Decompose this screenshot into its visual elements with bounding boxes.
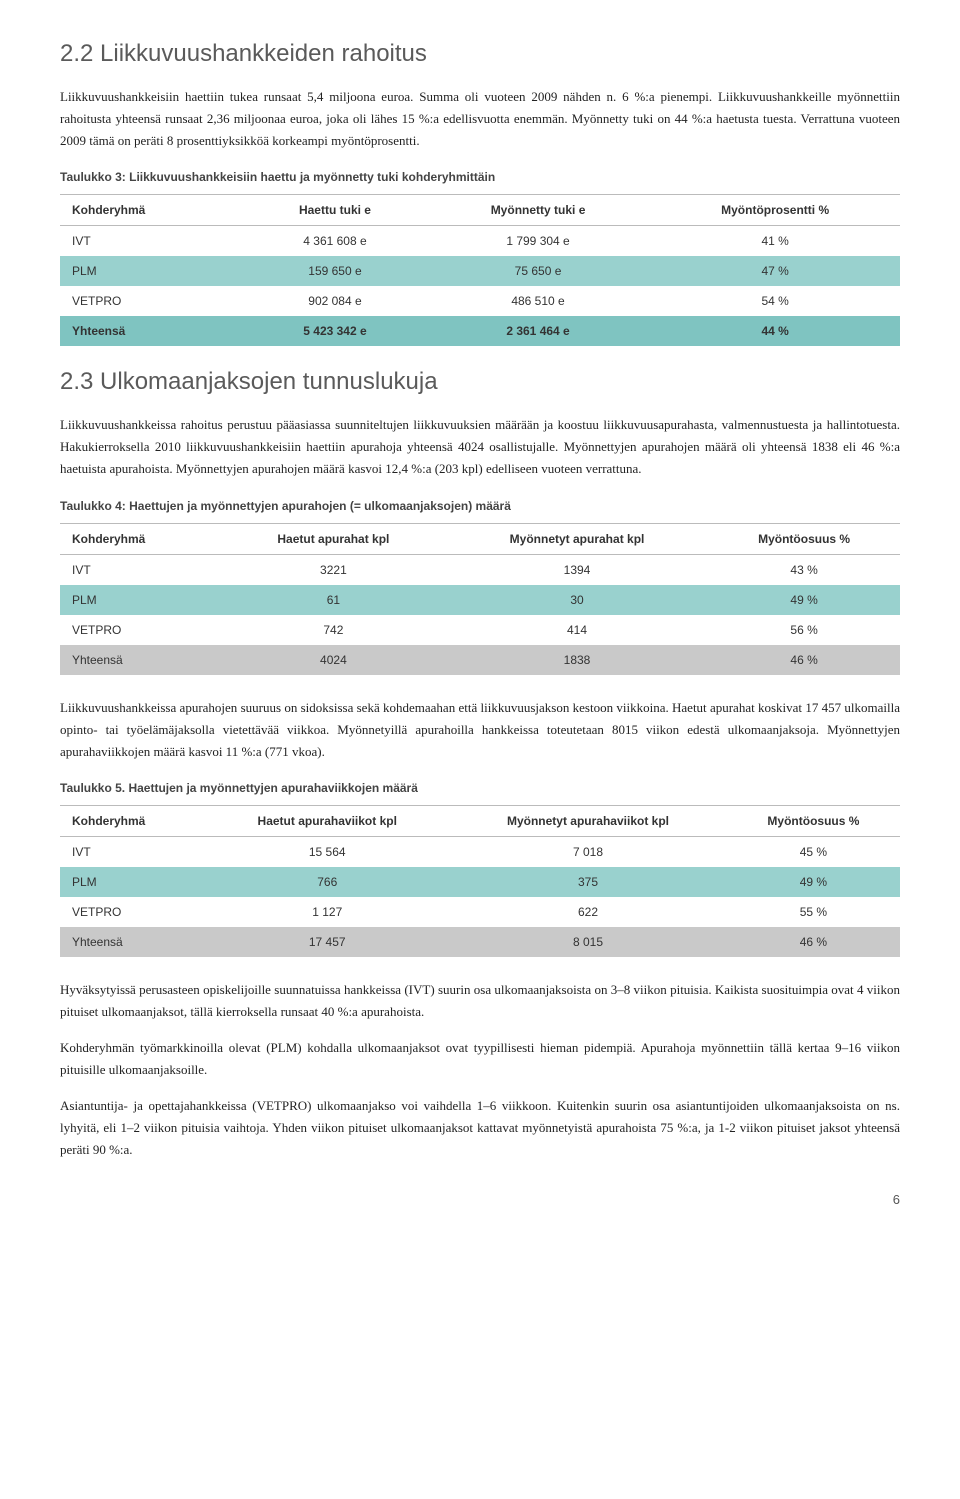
bottom-p3: Asiantuntija- ja opettajahankkeissa (VET… [60, 1095, 900, 1161]
table-cell: 30 [446, 585, 708, 615]
table3: Kohderyhmä Haettu tuki e Myönnetty tuki … [60, 194, 900, 346]
table-row: Yhteensä17 4578 01546 % [60, 927, 900, 957]
table4-h2: Myönnetyt apurahat kpl [446, 523, 708, 554]
page-number: 6 [60, 1192, 900, 1207]
table-cell: 5 423 342 e [244, 316, 426, 346]
table-cell: Yhteensä [60, 645, 221, 675]
table-row: PLM613049 % [60, 585, 900, 615]
table-row: IVT4 361 608 e1 799 304 e41 % [60, 226, 900, 257]
table-cell: 46 % [727, 927, 900, 957]
table-cell: IVT [60, 554, 221, 585]
table-cell: 622 [449, 897, 727, 927]
table-cell: 1 127 [205, 897, 449, 927]
table4-h1: Haetut apurahat kpl [221, 523, 446, 554]
table-cell: 44 % [650, 316, 900, 346]
table-cell: 2 361 464 e [426, 316, 651, 346]
table-cell: 4 361 608 e [244, 226, 426, 257]
table-cell: 4024 [221, 645, 446, 675]
table-cell: PLM [60, 585, 221, 615]
section-heading-2-3: 2.3 Ulkomaanjaksojen tunnuslukuja [60, 368, 900, 396]
table4-caption: Taulukko 4: Haettujen ja myönnettyjen ap… [60, 499, 900, 513]
table-cell: 486 510 e [426, 286, 651, 316]
table-cell: 159 650 e [244, 256, 426, 286]
table-cell: 55 % [727, 897, 900, 927]
bottom-p2: Kohderyhmän työmarkkinoilla olevat (PLM)… [60, 1037, 900, 1081]
table3-body: IVT4 361 608 e1 799 304 e41 %PLM159 650 … [60, 226, 900, 347]
table5-h3: Myöntöosuus % [727, 805, 900, 836]
table-cell: 54 % [650, 286, 900, 316]
section-2-3-p1: Liikkuvuushankkeissa rahoitus perustuu p… [60, 414, 900, 480]
table3-h2: Myönnetty tuki e [426, 195, 651, 226]
table3-h3: Myöntöprosentti % [650, 195, 900, 226]
table3-caption: Taulukko 3: Liikkuvuushankkeisiin haettu… [60, 170, 900, 184]
section-heading-2-2: 2.2 Liikkuvuushankkeiden rahoitus [60, 40, 900, 68]
table5: Kohderyhmä Haetut apurahaviikot kpl Myön… [60, 805, 900, 957]
table-row: IVT15 5647 01845 % [60, 836, 900, 867]
table-cell: PLM [60, 256, 244, 286]
table-cell: 902 084 e [244, 286, 426, 316]
table-cell: 61 [221, 585, 446, 615]
table-row: PLM76637549 % [60, 867, 900, 897]
table-cell: VETPRO [60, 897, 205, 927]
midtext-p1: Liikkuvuushankkeissa apurahojen suuruus … [60, 697, 900, 763]
table-cell: 45 % [727, 836, 900, 867]
table-cell: 49 % [727, 867, 900, 897]
table5-caption: Taulukko 5. Haettujen ja myönnettyjen ap… [60, 781, 900, 795]
table-cell: PLM [60, 867, 205, 897]
table5-body: IVT15 5647 01845 %PLM76637549 %VETPRO1 1… [60, 836, 900, 957]
section-2-2-p1: Liikkuvuushankkeisiin haettiin tukea run… [60, 86, 900, 152]
table3-h0: Kohderyhmä [60, 195, 244, 226]
table-cell: 43 % [708, 554, 900, 585]
table-cell: 49 % [708, 585, 900, 615]
table5-header-row: Kohderyhmä Haetut apurahaviikot kpl Myön… [60, 805, 900, 836]
table-row: PLM159 650 e75 650 e47 % [60, 256, 900, 286]
bottom-p1: Hyväksytyissä perusasteen opiskelijoille… [60, 979, 900, 1023]
table-cell: 8 015 [449, 927, 727, 957]
table4-body: IVT3221139443 %PLM613049 %VETPRO74241456… [60, 554, 900, 675]
table-cell: 15 564 [205, 836, 449, 867]
table-cell: 41 % [650, 226, 900, 257]
table4-h0: Kohderyhmä [60, 523, 221, 554]
table-cell: 3221 [221, 554, 446, 585]
table-cell: Yhteensä [60, 927, 205, 957]
table-cell: IVT [60, 226, 244, 257]
table-cell: VETPRO [60, 615, 221, 645]
table5-h1: Haetut apurahaviikot kpl [205, 805, 449, 836]
table-cell: 47 % [650, 256, 900, 286]
table4-header-row: Kohderyhmä Haetut apurahat kpl Myönnetyt… [60, 523, 900, 554]
table-cell: 17 457 [205, 927, 449, 957]
table-cell: 75 650 e [426, 256, 651, 286]
table-cell: IVT [60, 836, 205, 867]
table-cell: 1394 [446, 554, 708, 585]
table5-h2: Myönnetyt apurahaviikot kpl [449, 805, 727, 836]
table5-h0: Kohderyhmä [60, 805, 205, 836]
table-cell: 1838 [446, 645, 708, 675]
table3-header-row: Kohderyhmä Haettu tuki e Myönnetty tuki … [60, 195, 900, 226]
table-cell: 414 [446, 615, 708, 645]
table-cell: 1 799 304 e [426, 226, 651, 257]
table-cell: 56 % [708, 615, 900, 645]
table-row: IVT3221139443 % [60, 554, 900, 585]
table-cell: 375 [449, 867, 727, 897]
table-cell: 46 % [708, 645, 900, 675]
table4: Kohderyhmä Haetut apurahat kpl Myönnetyt… [60, 523, 900, 675]
table-cell: 766 [205, 867, 449, 897]
table-row: Yhteensä4024183846 % [60, 645, 900, 675]
table4-h3: Myöntöosuus % [708, 523, 900, 554]
table-cell: 742 [221, 615, 446, 645]
table-row: VETPRO1 12762255 % [60, 897, 900, 927]
table-cell: 7 018 [449, 836, 727, 867]
table-row: VETPRO902 084 e486 510 e54 % [60, 286, 900, 316]
table3-h1: Haettu tuki e [244, 195, 426, 226]
table-cell: VETPRO [60, 286, 244, 316]
table-cell: Yhteensä [60, 316, 244, 346]
table-row: Yhteensä5 423 342 e2 361 464 e44 % [60, 316, 900, 346]
table-row: VETPRO74241456 % [60, 615, 900, 645]
